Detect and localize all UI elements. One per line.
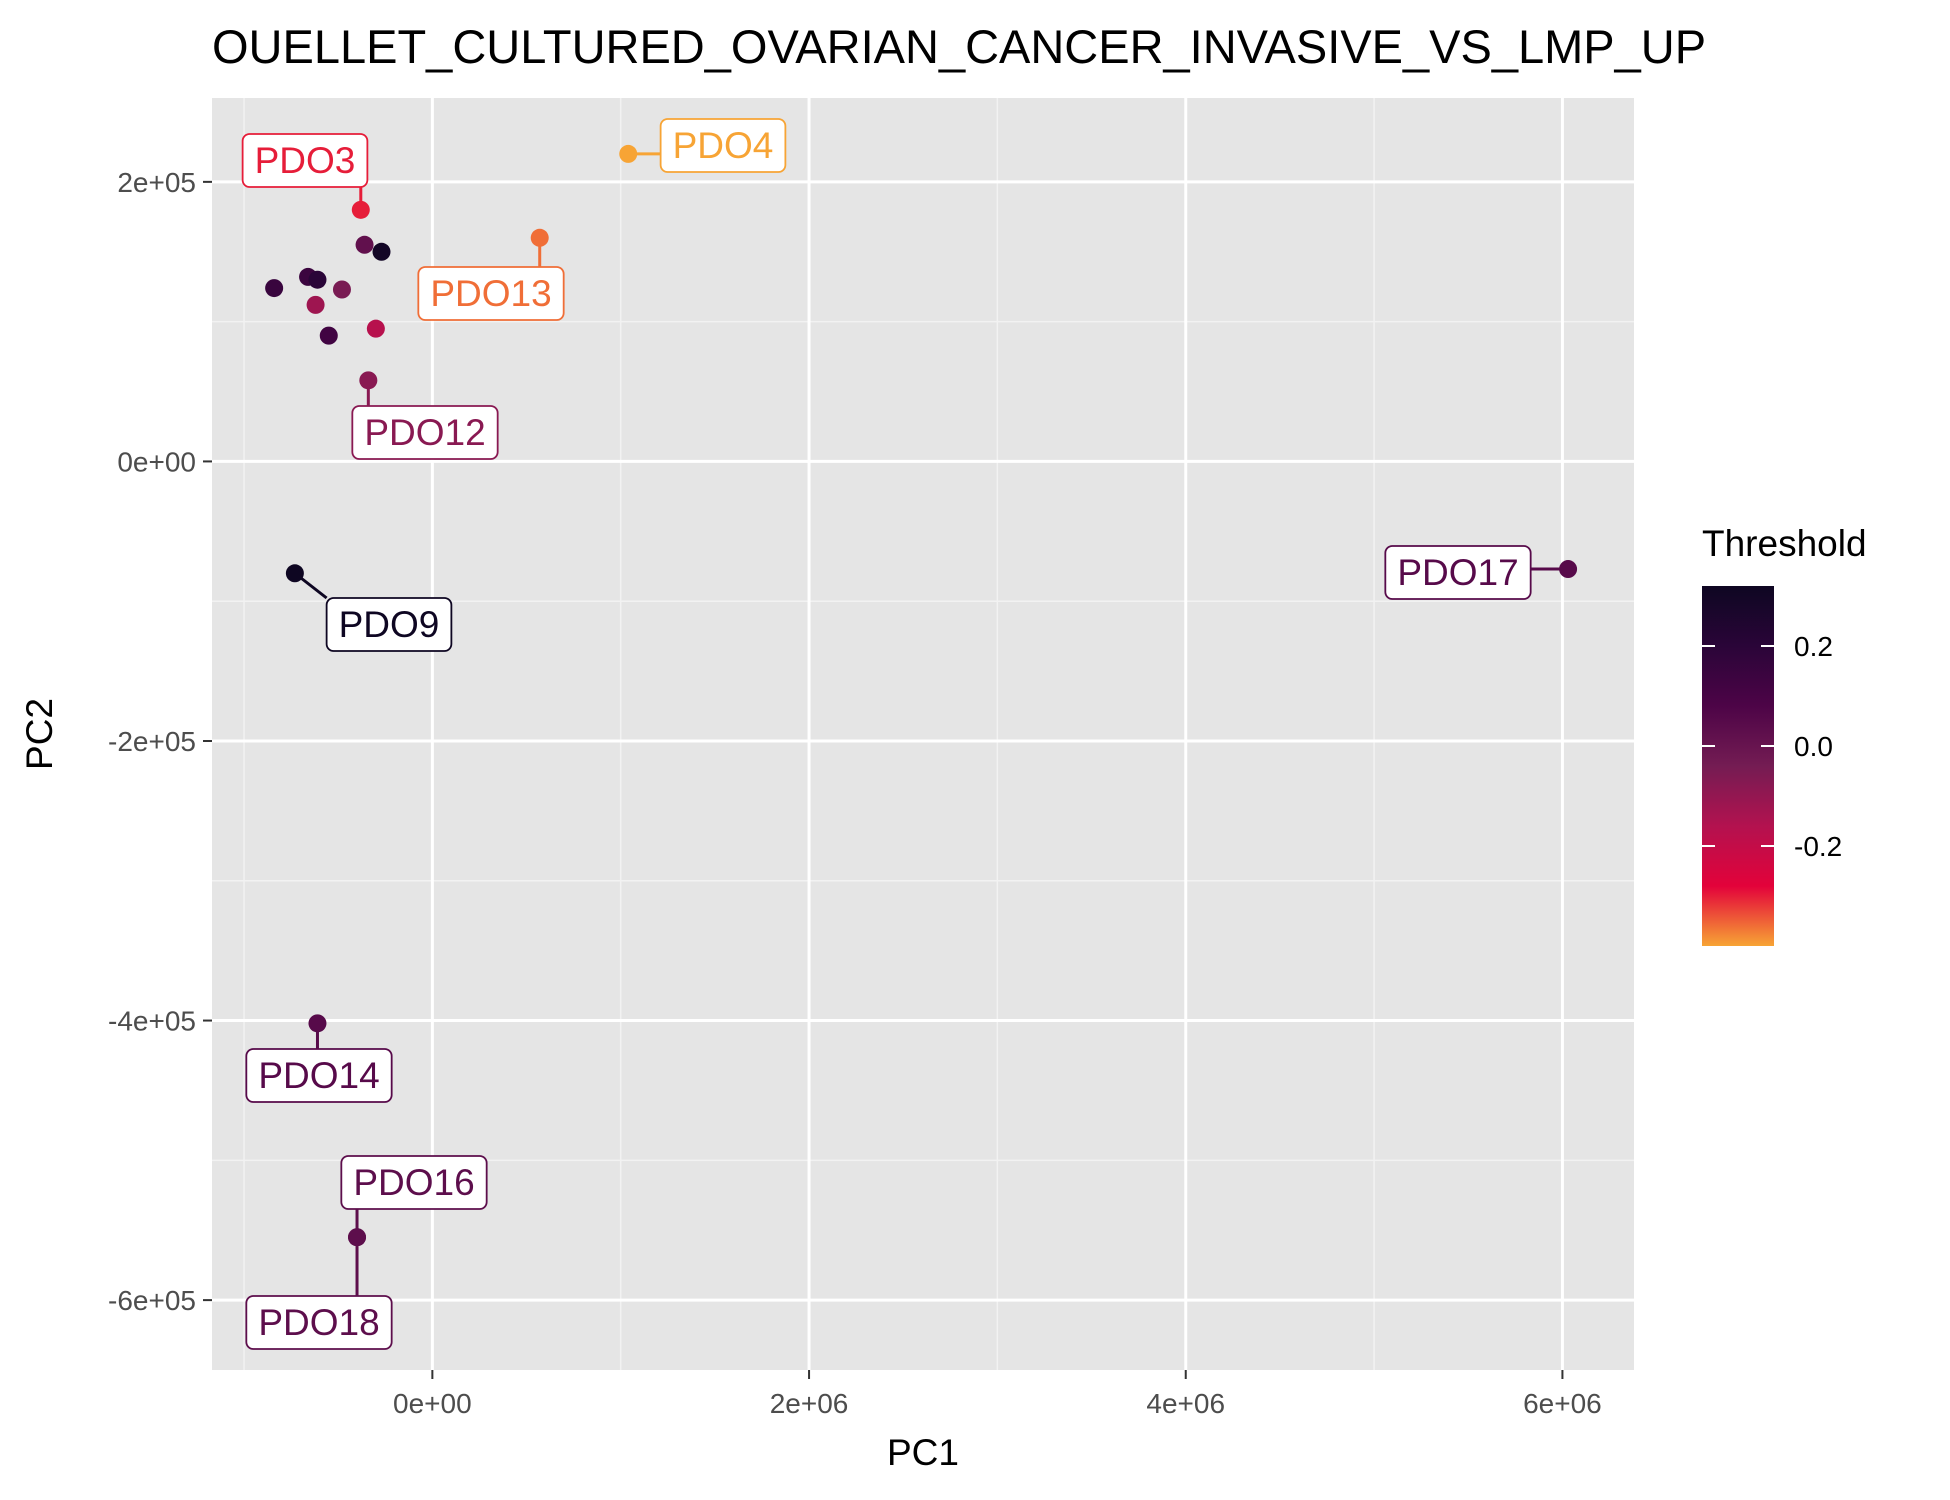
point-label: PDO17	[1384, 545, 1532, 600]
legend-colorbar: Threshold 0.2 0.0 -0.2	[1702, 523, 1867, 946]
point-label-box	[245, 1048, 393, 1103]
point-label: PDO4	[659, 118, 787, 173]
point-label: PDO9	[325, 597, 453, 652]
x-axis-title: PC1	[887, 1432, 959, 1473]
point-label-box	[1384, 545, 1532, 600]
point-label-text: PDO9	[339, 604, 440, 645]
point-label-box	[245, 1295, 393, 1350]
data-point	[372, 242, 391, 261]
data-point	[265, 279, 284, 298]
data-point	[1559, 560, 1578, 579]
data-point	[285, 564, 304, 583]
data-point	[355, 235, 374, 254]
data-point	[530, 228, 549, 247]
data-point	[619, 144, 638, 163]
x-tick-label: 4e+06	[1146, 1388, 1225, 1419]
point-label-text: PDO14	[258, 1055, 379, 1096]
x-tick-label: 6e+06	[1523, 1388, 1602, 1419]
point-label: PDO18	[245, 1295, 393, 1350]
data-point	[306, 295, 325, 314]
point-label-box	[351, 405, 499, 460]
point-label: PDO16	[340, 1155, 488, 1210]
x-tick-label: 0e+00	[393, 1388, 472, 1419]
y-axis-title: PC2	[19, 698, 60, 770]
data-point	[308, 1014, 327, 1033]
point-label-text: PDO18	[258, 1302, 379, 1343]
data-point	[319, 326, 338, 345]
point-label-text: PDO17	[1397, 552, 1518, 593]
data-point	[348, 1228, 367, 1247]
y-tick-label: 0e+00	[117, 446, 196, 477]
data-point	[308, 270, 327, 289]
y-axis: -6e+05 -4e+05 -2e+05 0e+00 2e+05	[108, 167, 212, 1316]
point-label-text: PDO12	[364, 412, 485, 453]
data-point	[332, 280, 351, 299]
point-label-box	[417, 266, 565, 321]
x-tick-label: 2e+06	[770, 1388, 849, 1419]
data-point	[359, 371, 378, 390]
minor-gridlines	[212, 98, 1634, 1370]
y-tick-label: -6e+05	[108, 1285, 196, 1316]
data-point	[366, 319, 385, 338]
point-label-box	[325, 597, 453, 652]
point-labels: PDO3 PDO4 PDO13 PDO12 PDO9 PDO17 PDO14 PDO16 PDO…	[241, 118, 1532, 1350]
legend-tick-label: -0.2	[1794, 831, 1842, 862]
point-label: PDO3	[241, 133, 369, 188]
legend-ticks: 0.2 0.0 -0.2	[1702, 631, 1842, 862]
plot-title: OUELLET_CULTURED_OVARIAN_CANCER_INVASIVE…	[212, 20, 1706, 73]
point-label: PDO13	[417, 266, 565, 321]
x-axis: 0e+00 2e+06 4e+06 6e+06	[393, 1370, 1602, 1419]
legend-tick-label: 0.0	[1794, 731, 1833, 762]
point-label-box	[241, 133, 369, 188]
data-points	[265, 144, 1578, 1247]
legend-title: Threshold	[1702, 523, 1867, 564]
legend-tick-label: 0.2	[1794, 631, 1833, 662]
point-label: PDO12	[351, 405, 499, 460]
point-label-box	[659, 118, 787, 173]
point-label-text: PDO13	[430, 273, 551, 314]
data-point	[351, 200, 370, 219]
legend-colorbar-gradient	[1702, 586, 1774, 946]
point-label-text: PDO3	[255, 140, 356, 181]
y-tick-label: 2e+05	[117, 167, 196, 198]
y-tick-label: -4e+05	[108, 1006, 196, 1037]
point-label-box	[340, 1155, 488, 1210]
point-label: PDO14	[245, 1048, 393, 1103]
point-label-text: PDO4	[673, 125, 774, 166]
y-tick-label: -2e+05	[108, 726, 196, 757]
point-label-text: PDO16	[353, 1162, 474, 1203]
